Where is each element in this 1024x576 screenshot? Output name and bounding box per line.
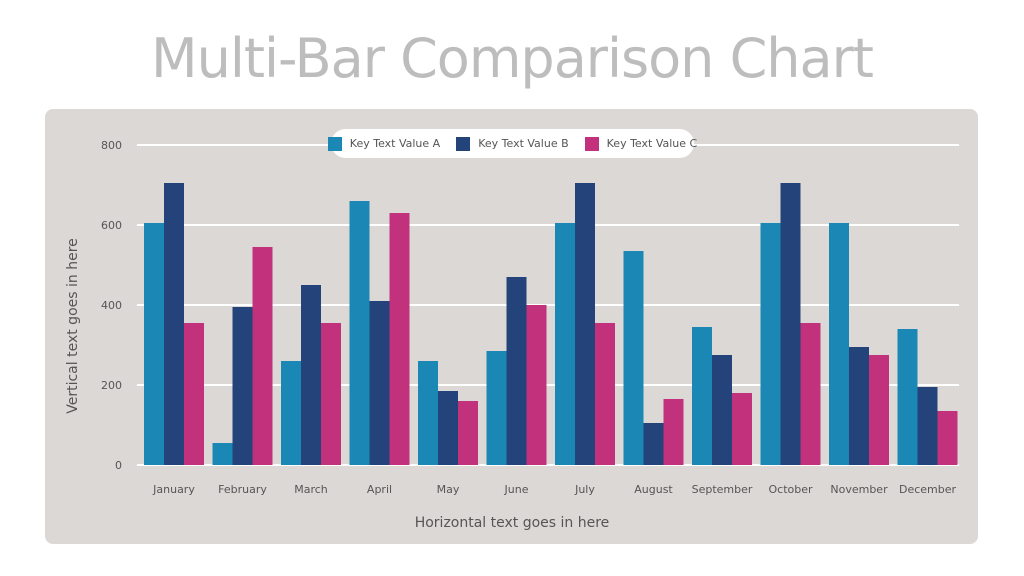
bar-august-a [623,251,644,465]
bar-april-b [369,301,390,465]
bar-august-b [643,423,664,465]
x-tick-label: March [294,483,328,496]
legend-label-a: Key Text Value A [349,137,441,150]
x-tick-label: February [218,483,267,496]
bar-september-c [732,393,752,465]
bar-october-c [800,323,821,465]
bar-july-a [555,223,575,465]
bars [144,183,958,465]
gridlines [137,144,959,466]
y-tick-label: 600 [101,219,122,232]
bar-november-c [869,355,889,465]
bar-october-b [780,183,801,465]
bar-september-b [712,355,732,465]
bar-may-c [458,401,478,465]
legend-item-c: Key Text Value C [584,136,698,151]
x-tick-label: May [437,483,460,496]
bar-july-c [595,323,615,465]
bar-march-c [321,323,341,465]
bar-december-a [897,329,918,465]
legend-swatch-b [456,136,471,151]
bar-december-c [937,411,958,465]
legend-item-b: Key Text Value B [456,136,569,151]
x-tick-label: December [899,483,957,496]
bar-july-b [575,183,595,465]
legend-label-c: Key Text Value C [606,137,698,150]
legend-swatch-a [327,136,342,151]
y-tick-label: 400 [101,299,122,312]
bar-march-b [301,285,321,465]
bar-august-c [663,399,684,465]
x-tick-labels: January February March April May June July Augu… [152,483,956,496]
x-tick-label: September [692,483,753,496]
bar-june-c [526,305,547,465]
bar-march-a [281,361,301,465]
x-tick-label: August [634,483,673,496]
bar-may-a [418,361,438,465]
bar-february-b [232,307,253,465]
bar-january-b [164,183,184,465]
x-tick-label: January [152,483,195,496]
bar-april-a [349,201,370,465]
x-tick-label: November [830,483,888,496]
bar-november-b [849,347,869,465]
y-tick-label: 200 [101,379,122,392]
bar-december-b [917,387,938,465]
y-tick-label: 0 [115,459,122,472]
legend-swatch-c [584,136,599,151]
bar-february-c [252,247,273,465]
x-tick-label: April [367,483,392,496]
x-axis-label: Horizontal text goes in here [415,515,610,531]
bar-may-b [438,391,458,465]
x-tick-label: October [768,483,812,496]
bar-june-b [506,277,527,465]
legend: Key Text Value A Key Text Value B Key Te… [327,129,697,158]
bar-september-a [692,327,712,465]
legend-item-a: Key Text Value A [327,136,441,151]
y-axis-label: Vertical text goes in here [65,238,81,414]
bar-january-a [144,223,164,465]
y-tick-label: 800 [101,139,122,152]
bar-april-c [389,213,410,465]
y-tick-labels: 0 200 400 600 800 [101,139,122,472]
bar-november-a [829,223,849,465]
bar-june-a [486,351,507,465]
x-tick-label: July [574,483,595,496]
x-tick-label: June [504,483,529,496]
bar-october-a [760,223,781,465]
page-title: Multi-Bar Comparison Chart [151,27,874,90]
bar-february-a [212,443,233,465]
bar-january-c [184,323,204,465]
legend-label-b: Key Text Value B [478,137,569,150]
